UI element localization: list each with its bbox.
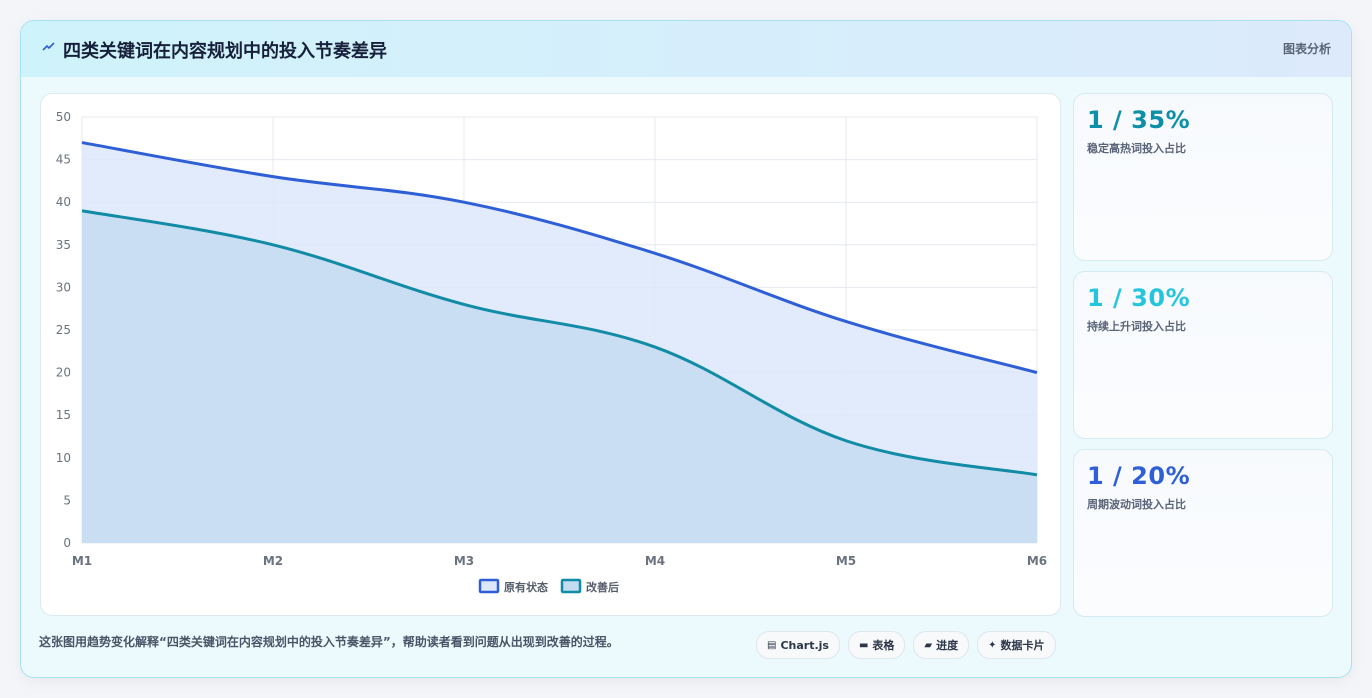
header-tag: 图表分析 xyxy=(1282,42,1331,56)
stat-label: 持续上升词投入占比 xyxy=(1087,320,1186,333)
chart-caption: 这张图用趋势变化解释“四类关键词在内容规划中的投入节奏差异”，帮助读者看到问题从… xyxy=(39,635,619,649)
y-tick-label: 35 xyxy=(56,238,71,252)
page-title: 四类关键词在内容规划中的投入节奏差异 xyxy=(63,41,387,62)
series-area-2 xyxy=(82,210,1037,543)
y-tick-label: 20 xyxy=(56,366,71,380)
series-line-1 xyxy=(81,141,1038,375)
y-tick-label: 10 xyxy=(56,451,71,465)
legend-swatch xyxy=(560,578,582,594)
stat-value: 1 / 30% xyxy=(1087,284,1191,312)
chip-data-card[interactable]: ✦ 数据卡片 xyxy=(977,631,1056,659)
chart-panel: 0 5 10 15 20 25 30 35 40 45 50 M1 M2 M3 M4 M5 M6 原有状态 改善后 xyxy=(40,93,1061,616)
stat-card-1: 1 / 35% 稳定高热词投入占比 xyxy=(1073,93,1333,261)
stat-label: 周期波动词投入占比 xyxy=(1087,498,1186,511)
legend-swatch xyxy=(478,578,500,594)
card-header: 四类关键词在内容规划中的投入节奏差异 图表分析 xyxy=(21,21,1351,77)
legend-label: 改善后 xyxy=(586,580,619,594)
y-tick-label: 40 xyxy=(56,195,71,209)
area-chart: 0 5 10 15 20 25 30 35 40 45 50 M1 M2 M3 M4 M5 M6 原有状态 改善后 xyxy=(56,110,1047,594)
progress-icon: ▰ xyxy=(924,639,933,651)
chip-table[interactable]: ▬ 表格 xyxy=(847,631,906,659)
y-tick-label: 0 xyxy=(63,536,71,550)
x-tick-label: M3 xyxy=(454,554,474,568)
stat-value: 1 / 20% xyxy=(1087,462,1191,490)
chart-icon: ▤ xyxy=(767,639,777,651)
y-tick-label: 45 xyxy=(56,153,71,167)
y-tick-label: 50 xyxy=(56,110,71,124)
stat-value: 1 / 35% xyxy=(1087,106,1191,134)
chip-label: 进度 xyxy=(936,639,959,652)
chip-label: 数据卡片 xyxy=(1000,639,1045,652)
trend-icon xyxy=(42,42,55,51)
x-tick-label: M4 xyxy=(645,554,665,568)
chip-label: Chart.js xyxy=(780,638,829,652)
y-tick-label: 15 xyxy=(56,408,71,422)
stat-card-3: 1 / 20% 周期波动词投入占比 xyxy=(1073,449,1333,617)
table-icon: ▬ xyxy=(858,639,869,651)
legend-label: 原有状态 xyxy=(504,580,548,594)
stat-label: 稳定高热词投入占比 xyxy=(1087,142,1186,155)
series-line-2 xyxy=(81,209,1038,477)
x-tick-label: M5 xyxy=(836,554,856,568)
y-tick-label: 25 xyxy=(56,323,71,337)
x-tick-label: M2 xyxy=(263,554,283,568)
stat-card-2: 1 / 30% 持续上升词投入占比 xyxy=(1073,271,1333,439)
y-tick-label: 5 xyxy=(63,493,71,507)
x-tick-label: M1 xyxy=(72,554,92,568)
x-tick-label: M6 xyxy=(1027,554,1047,568)
chip-chartjs[interactable]: ▤ Chart.js xyxy=(756,631,840,659)
y-tick-label: 30 xyxy=(56,280,71,294)
chip-group: ▤ Chart.js ▬ 表格 ▰ 进度 ✦ 数据卡片 xyxy=(756,631,1056,659)
chip-progress[interactable]: ▰ 进度 xyxy=(913,631,970,659)
chart-card: 四类关键词在内容规划中的投入节奏差异 图表分析 0 5 10 15 20 25 30 35 40… xyxy=(20,20,1352,678)
sparkle-icon: ✦ xyxy=(988,639,997,651)
chip-label: 表格 xyxy=(872,639,895,652)
